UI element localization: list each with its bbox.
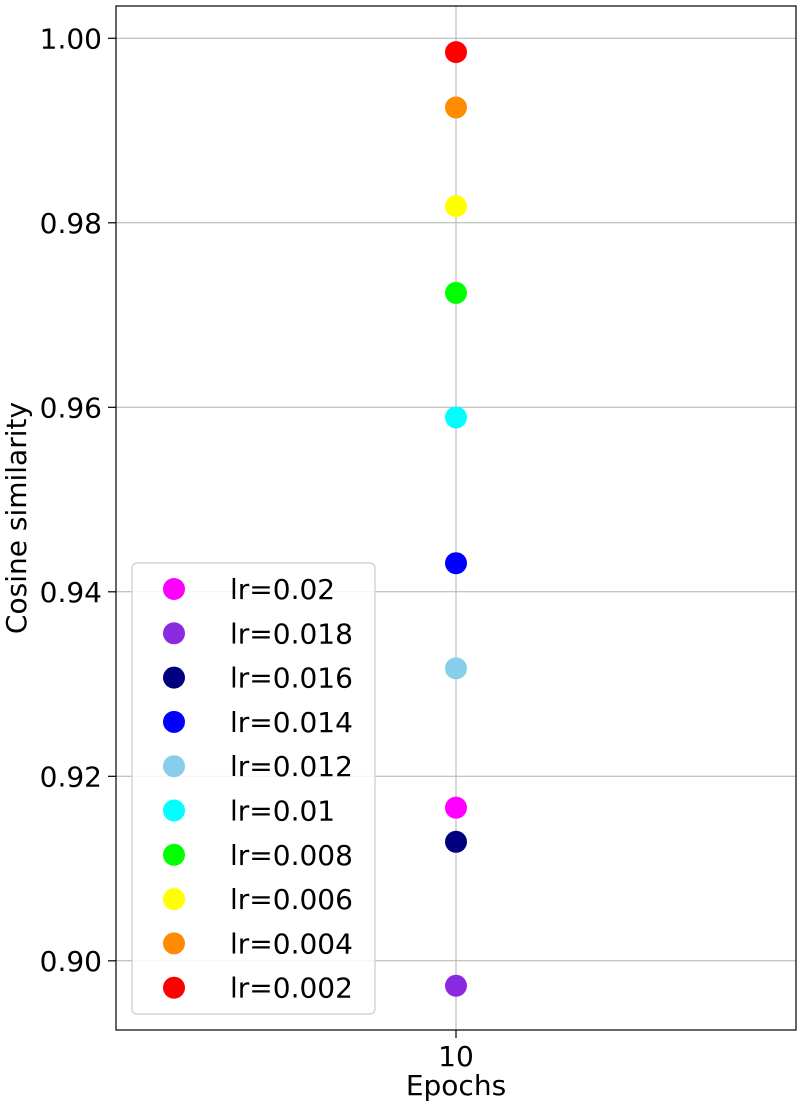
data-point [445, 796, 467, 819]
legend-label: lr=0.004 [230, 927, 353, 960]
legend: lr=0.02 lr=0.018 lr=0.016 lr=0.014 lr=0.012 l… [131, 562, 376, 1015]
data-point [445, 552, 467, 575]
x-axis-label: Epochs [406, 1069, 506, 1101]
legend-label: lr=0.002 [230, 972, 353, 1005]
legend-frame [131, 562, 376, 1015]
legend-marker [163, 622, 185, 645]
legend-marker [163, 578, 185, 600]
data-point [445, 41, 467, 64]
x-axis-ticks: 10 [438, 1030, 474, 1073]
y-tick-label: 0.94 [40, 576, 102, 609]
data-point [445, 830, 467, 853]
data-point [445, 657, 467, 680]
legend-label: lr=0.018 [230, 617, 353, 650]
y-tick-label: 0.96 [40, 391, 102, 424]
data-point [445, 96, 467, 119]
data-point [445, 974, 467, 997]
y-tick-label: 0.98 [40, 207, 102, 240]
legend-label: lr=0.02 [230, 573, 335, 606]
legend-marker [163, 710, 185, 733]
legend-label: lr=0.012 [230, 750, 353, 783]
legend-label: lr=0.014 [230, 706, 353, 739]
y-tick-label: 0.90 [40, 945, 102, 978]
legend-marker [163, 888, 185, 911]
legend-marker [163, 799, 185, 822]
y-tick-label: 0.92 [40, 760, 102, 793]
x-tick-label: 10 [438, 1040, 474, 1073]
legend-marker [163, 843, 185, 866]
y-tick-label: 1.00 [40, 22, 102, 55]
y-axis-ticks: 0.90 0.92 0.94 0.96 0.98 1.00 [40, 22, 116, 978]
data-point [445, 281, 467, 304]
data-point [445, 195, 467, 218]
legend-label: lr=0.016 [230, 662, 353, 695]
legend-marker [163, 666, 185, 689]
legend-marker [163, 976, 185, 999]
data-points [445, 41, 467, 997]
legend-label: lr=0.008 [230, 839, 353, 872]
legend-marker [163, 932, 185, 955]
data-point [445, 406, 467, 429]
legend-label: lr=0.006 [230, 883, 353, 916]
legend-marker [163, 755, 185, 778]
y-axis-label: Cosine similarity [0, 402, 33, 634]
legend-label: lr=0.01 [230, 795, 335, 828]
